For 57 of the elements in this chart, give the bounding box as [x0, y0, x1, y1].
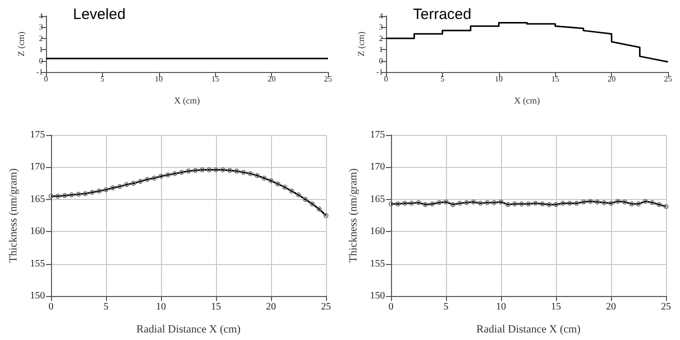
y-tick-label: 165 — [30, 194, 45, 205]
x-tick-label: 15 — [551, 74, 560, 84]
x-tick-label: 25 — [664, 74, 672, 84]
y-tick-label: 160 — [370, 226, 385, 238]
x-axis-title: Radial Distance X (cm) — [136, 324, 241, 336]
x-tick-label: 25 — [661, 302, 671, 312]
x-tick-label: 25 — [321, 302, 331, 312]
line-series — [385, 22, 669, 63]
y-tick-label: 2 — [39, 34, 43, 43]
y-tick-label: 1 — [39, 45, 43, 54]
y-tick-label: 4 — [39, 12, 43, 20]
x-axis-title: Radial Distance X (cm) — [476, 324, 581, 336]
y-tick-label: 2 — [379, 34, 383, 43]
y-tick-label: 160 — [30, 226, 45, 238]
x-tick-label: 10 — [496, 302, 506, 312]
y-tick-label: 4 — [379, 12, 383, 20]
x-tick-label: 0 — [388, 302, 394, 312]
y-tick-label: -1 — [376, 68, 383, 76]
x-tick-label: 5 — [104, 302, 108, 312]
y-axis-title: Z (cm) — [356, 32, 366, 56]
y-tick-label: 170 — [30, 162, 45, 173]
x-tick-label: 10 — [154, 74, 163, 84]
x-axis-title: X (cm) — [514, 96, 540, 106]
y-tick-label: 165 — [370, 194, 385, 205]
x-tick-label: 10 — [156, 302, 166, 312]
chart-title: Leveled — [73, 6, 126, 23]
y-axis-title: Thickness (nm/gram) — [348, 168, 360, 263]
x-tick-label: 15 — [551, 302, 561, 312]
x-tick-label: 20 — [606, 302, 616, 312]
x-tick-label: 20 — [266, 302, 276, 312]
x-tick-label: 0 — [48, 302, 54, 312]
y-tick-label: 3 — [39, 22, 43, 32]
x-tick-label: 5 — [444, 302, 448, 312]
x-tick-label: 20 — [268, 74, 276, 84]
y-axis-title: Z (cm) — [16, 32, 26, 56]
y-tick-label: -1 — [36, 68, 43, 76]
x-tick-label: 15 — [211, 302, 221, 312]
y-tick-label: 3 — [379, 22, 383, 32]
y-tick-label: 155 — [30, 258, 45, 270]
x-tick-label: 20 — [608, 74, 616, 84]
x-tick-label: 5 — [440, 74, 444, 84]
y-tick-label: 0 — [39, 56, 43, 66]
x-tick-label: 10 — [494, 74, 503, 84]
y-tick-label: 0 — [379, 56, 383, 66]
y-tick-label: 170 — [370, 162, 385, 173]
y-tick-label: 1 — [379, 45, 383, 54]
x-tick-label: 5 — [100, 74, 104, 84]
chart-title: Terraced — [413, 6, 472, 23]
y-tick-label: 155 — [370, 258, 385, 270]
x-tick-label: 15 — [211, 74, 220, 84]
y-tick-label: 150 — [370, 290, 385, 302]
x-axis-title: X (cm) — [174, 96, 200, 106]
y-tick-label: 175 — [30, 130, 45, 140]
x-tick-label: 25 — [324, 74, 332, 84]
y-tick-label: 175 — [370, 130, 385, 140]
y-axis-title: Thickness (nm/gram) — [8, 168, 20, 263]
y-tick-label: 150 — [30, 290, 45, 302]
